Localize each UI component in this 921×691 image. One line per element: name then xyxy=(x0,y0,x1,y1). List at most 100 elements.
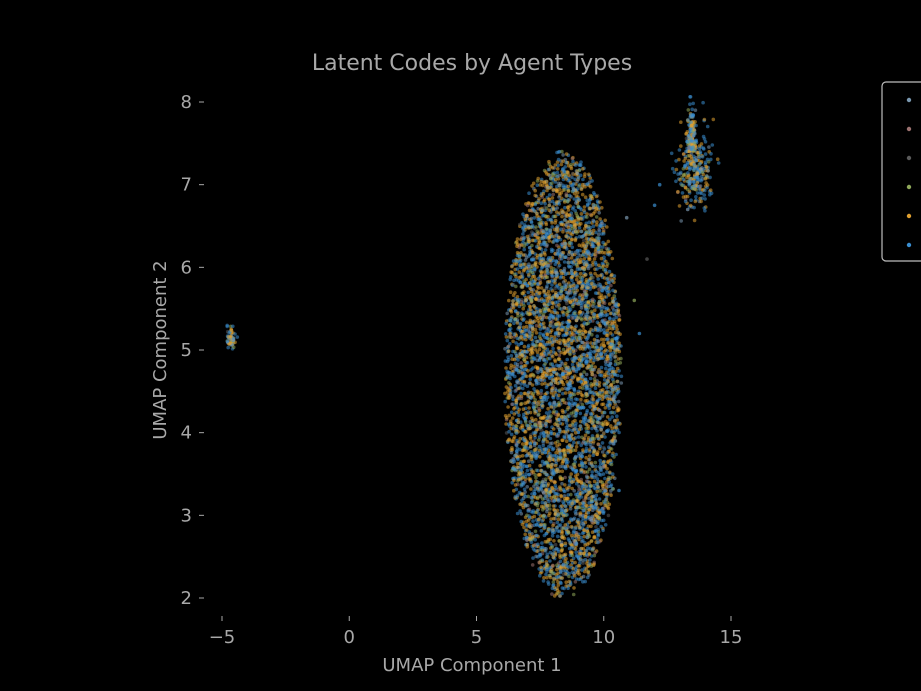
scatter-point xyxy=(533,348,538,352)
scatter-point xyxy=(560,504,564,508)
scatter-point xyxy=(580,278,584,282)
scatter-point xyxy=(610,256,615,261)
scatter-point xyxy=(583,543,587,547)
scatter-point xyxy=(570,207,575,211)
scatter-point xyxy=(536,375,540,379)
scatter-point xyxy=(543,248,548,252)
scatter-point xyxy=(568,393,573,397)
scatter-point xyxy=(607,302,612,306)
scatter-point xyxy=(516,314,520,318)
scatter-point xyxy=(575,191,580,195)
scatter-point xyxy=(556,432,561,436)
scatter-point xyxy=(560,387,565,391)
scatter-point xyxy=(577,336,582,341)
scatter-point xyxy=(584,372,589,377)
scatter-point xyxy=(595,450,600,454)
scatter-point xyxy=(613,400,618,404)
scatter-point xyxy=(515,336,520,341)
scatter-point xyxy=(619,381,624,385)
scatter-point xyxy=(602,464,606,469)
scatter-point xyxy=(589,445,593,449)
scatter-point xyxy=(554,210,559,214)
y-tick-label: 8 xyxy=(181,92,192,113)
scatter-point xyxy=(539,432,543,436)
scatter-point xyxy=(553,163,558,167)
scatter-point xyxy=(549,414,553,418)
scatter-point xyxy=(603,218,607,223)
scatter-point xyxy=(576,315,581,320)
scatter-point xyxy=(550,297,555,301)
scatter-point xyxy=(570,375,574,380)
scatter-point xyxy=(529,346,534,351)
scatter-point xyxy=(584,465,588,469)
scatter-point xyxy=(533,398,537,402)
scatter-point xyxy=(551,563,555,568)
scatter-point xyxy=(541,332,546,337)
scatter-point xyxy=(563,376,567,381)
scatter-point xyxy=(510,394,515,399)
scatter-point xyxy=(611,441,615,446)
scatter-point xyxy=(554,372,559,376)
scatter-point xyxy=(526,509,530,513)
scatter-point xyxy=(541,480,545,484)
scatter-point xyxy=(600,441,605,445)
scatter-point xyxy=(558,464,563,469)
scatter-point xyxy=(670,166,675,171)
scatter-point xyxy=(521,459,526,464)
scatter-point xyxy=(513,383,518,388)
scatter-point xyxy=(578,385,582,390)
scatter-point xyxy=(552,471,557,475)
scatter-point xyxy=(519,519,523,524)
scatter-point xyxy=(572,219,577,224)
scatter-point xyxy=(540,500,545,505)
scatter-point xyxy=(601,264,606,268)
scatter-point xyxy=(598,489,602,493)
scatter-point xyxy=(561,556,566,560)
scatter-point xyxy=(558,211,562,215)
scatter-point xyxy=(563,340,568,345)
scatter-point xyxy=(539,286,544,290)
scatter-point xyxy=(578,424,582,428)
scatter-point xyxy=(566,493,570,497)
scatter-point xyxy=(537,347,542,352)
scatter-point xyxy=(581,266,585,270)
scatter-point xyxy=(530,184,534,188)
scatter-point xyxy=(548,418,552,422)
scatter-point xyxy=(525,468,530,473)
scatter-point xyxy=(609,493,613,498)
scatter-point xyxy=(572,586,576,590)
scatter-point xyxy=(533,193,537,198)
scatter-point xyxy=(564,564,569,568)
scatter-point xyxy=(584,233,588,237)
scatter-point xyxy=(558,566,562,570)
scatter-point xyxy=(569,524,574,529)
scatter-point xyxy=(534,456,538,461)
scatter-point xyxy=(586,418,591,423)
scatter-point xyxy=(592,408,596,412)
scatter-point xyxy=(555,376,560,380)
scatter-point xyxy=(521,225,526,230)
scatter-point xyxy=(562,448,567,452)
scatter-point xyxy=(537,324,542,329)
scatter-point xyxy=(591,211,596,216)
scatter-point xyxy=(542,358,546,363)
scatter-point xyxy=(576,435,581,439)
scatter-point xyxy=(584,503,588,508)
scatter-point xyxy=(554,188,559,192)
scatter-point xyxy=(539,504,544,509)
scatter-point xyxy=(511,299,515,303)
scatter-point xyxy=(531,292,536,296)
scatter-point xyxy=(511,302,515,307)
scatter-point xyxy=(519,512,524,516)
scatter-point xyxy=(584,567,589,571)
scatter-point xyxy=(549,310,554,314)
scatter-point xyxy=(536,381,541,386)
scatter-point xyxy=(560,361,565,366)
scatter-point xyxy=(596,241,600,246)
scatter-point xyxy=(526,410,531,414)
scatter-point xyxy=(609,410,613,415)
scatter-point xyxy=(555,526,559,530)
scatter-point xyxy=(572,392,577,397)
scatter-point xyxy=(559,162,564,167)
scatter-point xyxy=(541,483,545,488)
